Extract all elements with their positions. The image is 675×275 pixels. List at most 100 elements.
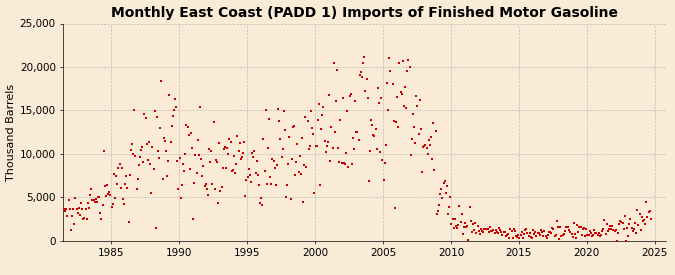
Point	[483, 227, 493, 232]
Point	[610, 229, 620, 233]
Point	[126, 148, 136, 152]
Point	[109, 171, 119, 176]
Point	[116, 165, 127, 170]
Point	[129, 108, 140, 112]
Point	[166, 123, 177, 128]
Point	[329, 130, 340, 134]
Point	[277, 147, 288, 151]
Point	[89, 199, 100, 204]
Point	[301, 165, 312, 169]
Point	[226, 169, 237, 173]
Point	[550, 233, 561, 238]
Point	[614, 222, 624, 226]
Point	[328, 60, 339, 65]
Point	[208, 120, 219, 124]
Point	[246, 151, 257, 155]
Point	[117, 197, 128, 202]
Point	[239, 140, 250, 144]
Point	[124, 219, 134, 224]
Point	[157, 177, 168, 181]
Point	[507, 236, 518, 240]
Point	[573, 230, 584, 235]
Point	[243, 167, 254, 171]
Point	[558, 232, 569, 236]
Point	[513, 233, 524, 237]
Point	[199, 184, 210, 188]
Point	[211, 160, 222, 164]
Point	[82, 201, 93, 205]
Point	[362, 96, 373, 100]
Point	[149, 109, 160, 113]
Point	[532, 231, 543, 236]
Point	[617, 221, 628, 225]
Point	[194, 105, 205, 109]
Point	[543, 233, 554, 238]
Point	[60, 209, 71, 213]
Point	[565, 229, 576, 234]
Point	[99, 148, 109, 153]
Point	[69, 222, 80, 226]
Point	[222, 145, 233, 150]
Point	[588, 233, 599, 238]
Point	[257, 203, 268, 208]
Point	[256, 196, 267, 200]
Point	[271, 163, 282, 167]
Point	[366, 118, 377, 122]
Point	[178, 161, 188, 166]
Point	[134, 163, 144, 167]
Point	[264, 116, 275, 121]
Point	[176, 196, 186, 200]
Point	[563, 225, 574, 229]
Point	[419, 144, 430, 149]
Point	[626, 226, 637, 230]
Point	[385, 68, 396, 73]
Point	[620, 239, 631, 243]
Point	[115, 186, 126, 190]
Point	[497, 233, 508, 237]
Point	[468, 222, 479, 227]
Point	[458, 232, 468, 236]
Point	[618, 226, 629, 231]
Point	[302, 118, 313, 123]
Point	[446, 222, 457, 226]
Point	[576, 233, 587, 237]
Point	[622, 226, 632, 230]
Point	[351, 130, 362, 134]
Point	[151, 225, 161, 230]
Point	[300, 115, 310, 120]
Point	[408, 125, 419, 130]
Point	[423, 138, 434, 142]
Point	[553, 224, 564, 229]
Point	[400, 85, 410, 89]
Point	[323, 140, 333, 144]
Point	[410, 141, 421, 145]
Point	[234, 140, 245, 145]
Point	[94, 195, 105, 200]
Point	[266, 182, 277, 186]
Point	[387, 82, 398, 86]
Point	[292, 142, 303, 147]
Point	[585, 230, 596, 235]
Point	[204, 147, 215, 151]
Point	[303, 147, 314, 152]
Point	[452, 226, 462, 230]
Point	[363, 179, 374, 183]
Point	[578, 227, 589, 232]
Point	[174, 156, 185, 160]
Point	[182, 125, 193, 129]
Point	[398, 59, 408, 64]
Point	[283, 162, 294, 166]
Point	[162, 174, 173, 178]
Point	[551, 219, 562, 223]
Point	[319, 139, 330, 143]
Point	[242, 175, 253, 179]
Point	[466, 230, 477, 234]
Point	[286, 196, 296, 201]
Point	[549, 234, 560, 239]
Point	[370, 126, 381, 131]
Point	[250, 171, 261, 175]
Point	[273, 107, 284, 111]
Point	[92, 200, 103, 204]
Point	[324, 93, 335, 97]
Point	[251, 159, 262, 163]
